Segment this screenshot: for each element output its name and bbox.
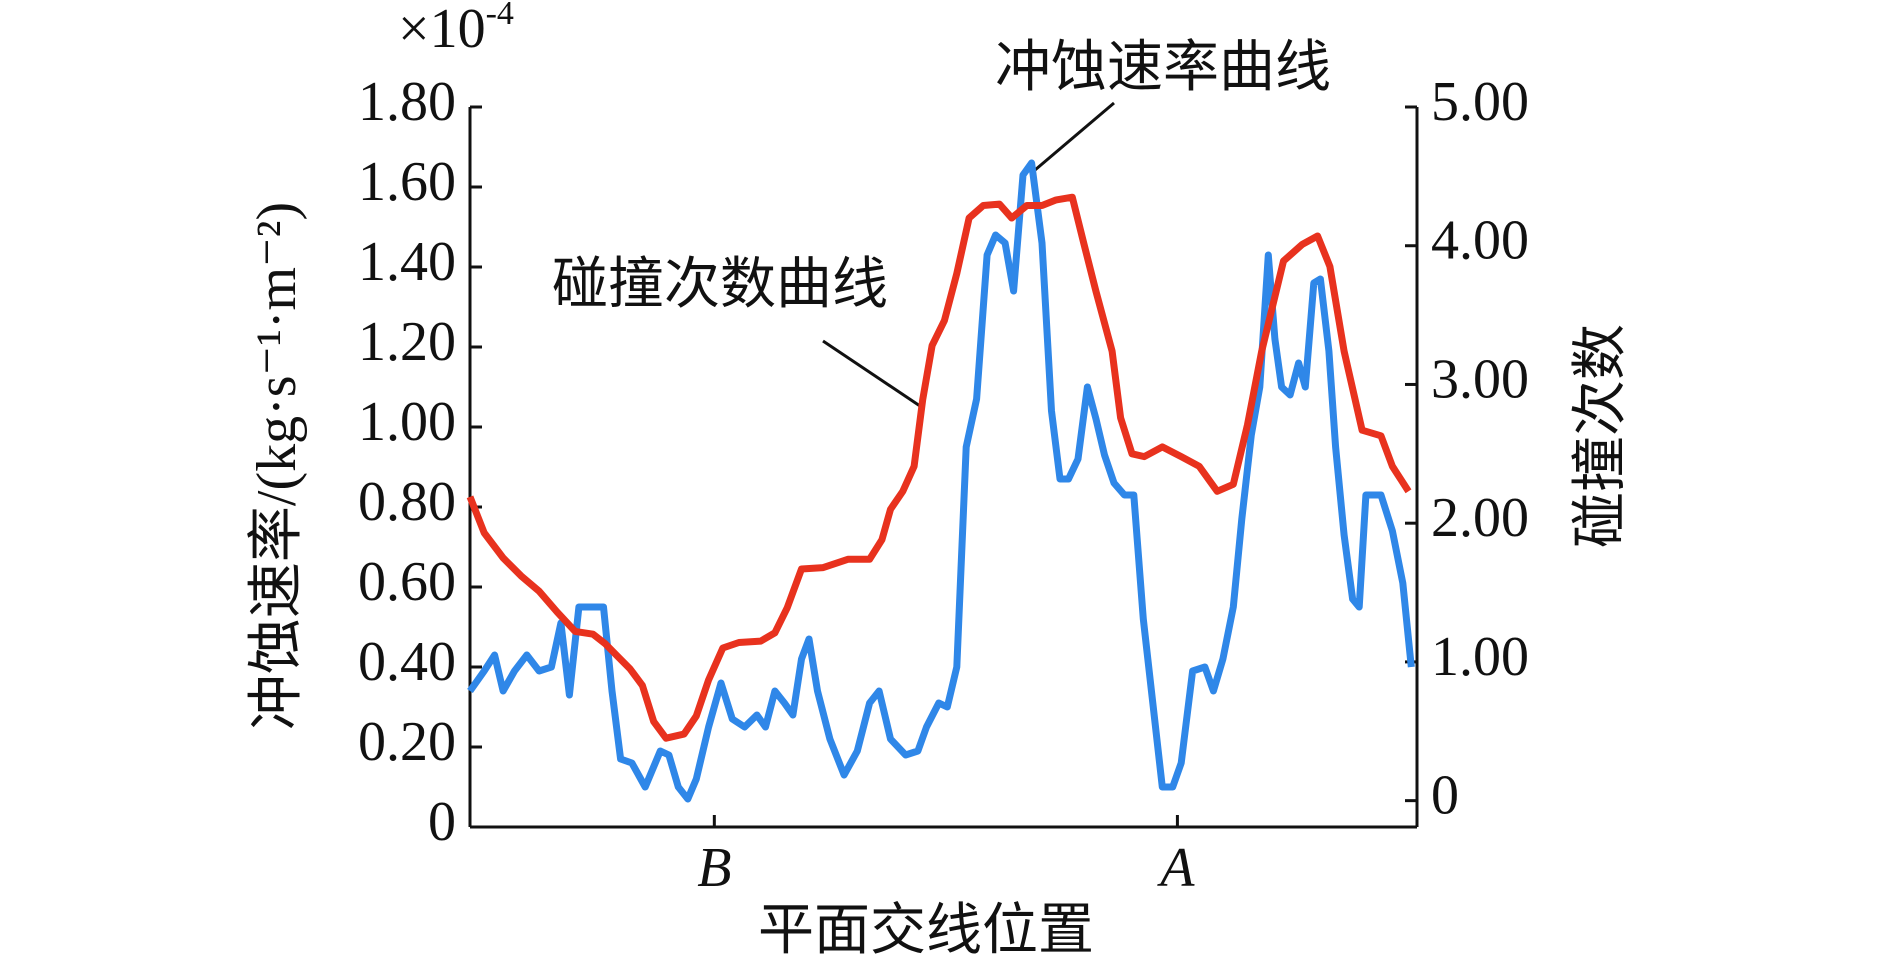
y-tick-label: 1.00	[358, 391, 456, 453]
y2-tick-label: 0	[1431, 764, 1459, 826]
y-tick-label: 0.60	[358, 551, 456, 613]
y2-tick-label: 3.00	[1431, 348, 1529, 410]
multiplier-exponent: -4	[486, 0, 514, 32]
x-tick-label: A	[1156, 837, 1195, 899]
y-axis-label: 冲蚀速率/(kg·s⁻¹·m⁻²)	[246, 202, 308, 730]
data-line	[466, 193, 1412, 742]
data-line	[467, 159, 1415, 803]
y2-axis-label: 碰撞次数	[1570, 324, 1632, 548]
y-tick-label: 0.40	[358, 631, 456, 693]
y2-tick-label: 4.00	[1431, 210, 1529, 272]
axis-multiplier: ×10-4	[398, 0, 514, 60]
x-axis-label: 平面交线位置	[758, 900, 1094, 962]
leader-line	[1034, 101, 1115, 172]
y-tick-label: 1.40	[358, 231, 456, 293]
y-tick-label: 1.60	[358, 151, 456, 213]
y-tick-label: 1.20	[358, 311, 456, 373]
multiplier-base: ×10	[398, 0, 486, 60]
annotation: 碰撞次数曲线	[552, 254, 888, 316]
y-tick-label: 0.80	[358, 471, 456, 533]
x-tick-label: B	[697, 837, 731, 899]
leader-line	[822, 339, 921, 408]
y2-tick-label: 5.00	[1431, 71, 1529, 133]
y-tick-label: 1.80	[358, 71, 456, 133]
y-tick-label: 0.20	[358, 711, 456, 773]
annotation: 冲蚀速率曲线	[995, 37, 1331, 99]
y2-tick-label: 2.00	[1431, 487, 1529, 549]
y2-tick-label: 1.00	[1431, 626, 1529, 688]
y-tick-label: 0	[428, 791, 456, 853]
